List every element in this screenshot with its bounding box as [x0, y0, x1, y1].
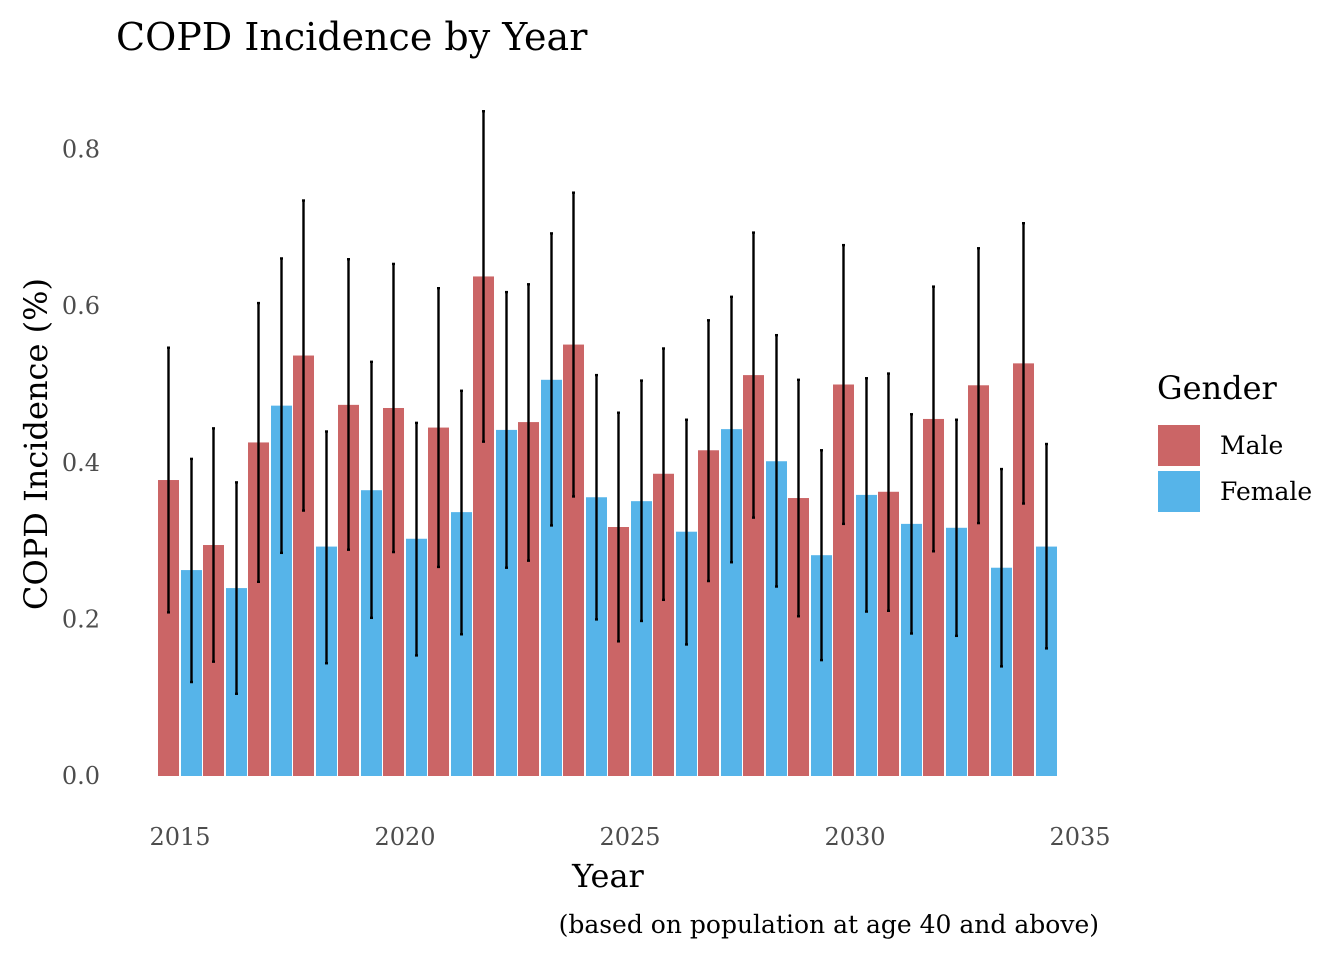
bar-male-2021 [428, 427, 449, 776]
chart-caption: (based on population at age 40 and above… [559, 910, 1099, 939]
bar-male-2020 [383, 407, 404, 776]
bars-layer [158, 276, 1057, 776]
bar-male-2018 [293, 355, 314, 776]
y-axis: 0.0 0.2 0.4 0.6 0.8 [62, 136, 100, 790]
x-tick-label: 2015 [149, 823, 210, 851]
bar-female-2034 [1036, 546, 1057, 776]
bar-male-2027 [698, 450, 719, 776]
x-tick-label: 2020 [374, 823, 435, 851]
x-tick-label: 2035 [1049, 823, 1110, 851]
legend-label-female: Female [1220, 477, 1312, 506]
legend: Gender Male Female [1157, 369, 1312, 512]
y-tick-label: 0.2 [62, 605, 100, 633]
y-tick-label: 0.6 [62, 292, 100, 320]
x-axis-title: Year [571, 857, 644, 895]
bar-male-2028 [743, 375, 764, 776]
bar-female-2032 [946, 527, 967, 776]
bar-male-2025 [608, 527, 629, 776]
bar-male-2026 [653, 473, 674, 776]
bar-female-2021 [451, 512, 472, 776]
bar-female-2028 [766, 461, 787, 776]
legend-swatch-male [1158, 425, 1200, 466]
bar-female-2029 [811, 555, 832, 776]
x-tick-label: 2030 [824, 823, 885, 851]
bar-female-2022 [496, 429, 517, 776]
x-axis: 2015 2020 2025 2030 2035 [149, 823, 1110, 851]
bar-female-2024 [586, 497, 607, 776]
bar-female-2025 [631, 501, 652, 776]
bar-female-2023 [541, 379, 562, 776]
legend-swatch-female [1158, 471, 1200, 512]
bar-female-2020 [406, 538, 427, 776]
bar-male-2022 [473, 276, 494, 776]
y-tick-label: 0.8 [62, 136, 100, 164]
y-tick-label: 0.0 [62, 762, 100, 790]
bar-male-2015 [158, 480, 179, 776]
bar-male-2017 [248, 442, 269, 776]
bar-male-2033 [968, 385, 989, 776]
bar-female-2033 [991, 567, 1012, 776]
y-tick-label: 0.4 [62, 449, 100, 477]
bar-male-2024 [563, 344, 584, 776]
errorbars-layer [167, 110, 1048, 695]
bar-female-2017 [271, 405, 292, 776]
bar-female-2027 [721, 429, 742, 776]
bar-male-2034 [1013, 363, 1034, 776]
bar-male-2029 [788, 498, 809, 776]
y-axis-title: COPD Incidence (%) [17, 278, 55, 610]
bar-female-2026 [676, 531, 697, 776]
bar-male-2030 [833, 384, 854, 776]
bar-female-2031 [901, 523, 922, 776]
bar-female-2019 [361, 490, 382, 776]
legend-title: Gender [1157, 369, 1278, 407]
chart-title: COPD Incidence by Year [116, 15, 588, 59]
bar-female-2030 [856, 494, 877, 776]
bar-male-2019 [338, 404, 359, 776]
legend-label-male: Male [1220, 431, 1283, 460]
bar-male-2032 [923, 418, 944, 776]
x-tick-label: 2025 [599, 823, 660, 851]
bar-male-2023 [518, 422, 539, 776]
bar-male-2031 [878, 491, 899, 776]
